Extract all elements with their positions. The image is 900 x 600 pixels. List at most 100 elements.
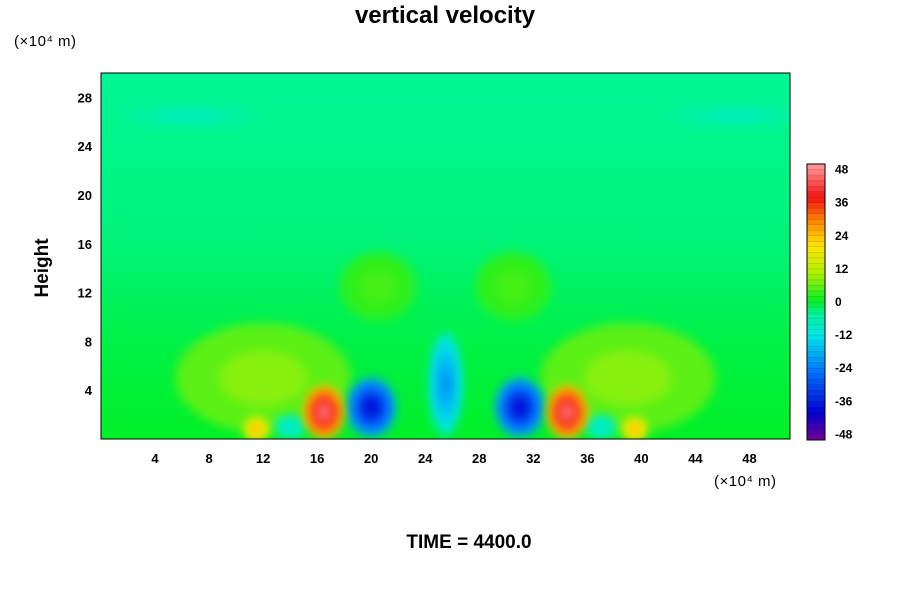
x-tick-label: 48 [742, 451, 756, 466]
colorbar-segment [806, 368, 826, 375]
colorbar-segment [806, 274, 826, 281]
colorbar-segment [806, 235, 826, 242]
colorbar-segment [806, 279, 826, 286]
colorbar-segment [806, 373, 826, 380]
colorbar-segment [806, 417, 826, 424]
velocity-cell [155, 110, 223, 121]
y-tick-label: 28 [78, 90, 92, 105]
y-tick-label: 8 [85, 334, 92, 349]
colorbar-tick-label: -12 [835, 328, 853, 342]
colorbar-segment [806, 351, 826, 358]
colorbar-segment [806, 401, 826, 408]
x-tick-label: 16 [310, 451, 324, 466]
x-tick-label: 24 [418, 451, 433, 466]
x-axis-unit: (×10⁴ m) [714, 473, 777, 490]
y-axis-unit: (×10⁴ m) [14, 33, 77, 50]
velocity-cell [631, 426, 638, 433]
velocity-cell [513, 399, 526, 415]
colorbar-segment [806, 312, 826, 320]
colorbar-segment [806, 218, 826, 226]
time-label: TIME = 4400.0 [406, 532, 532, 553]
colorbar-segment [806, 290, 826, 297]
colorbar-segment [806, 434, 826, 441]
y-tick-label: 16 [78, 237, 92, 252]
colorbar-segment [806, 180, 826, 187]
y-tick-label: 12 [78, 286, 92, 301]
colorbar-tick-label: 48 [835, 163, 849, 177]
colorbar-segment [806, 163, 826, 171]
velocity-field [101, 73, 790, 439]
colorbar-segment [806, 307, 826, 314]
colorbar-segment [806, 246, 826, 253]
colorbar-frame [806, 163, 826, 441]
colorbar-segment [806, 357, 826, 364]
y-tick-label: 24 [78, 139, 93, 154]
x-tick-label: 12 [256, 451, 270, 466]
colorbar-segment [806, 296, 826, 303]
velocity-cell [253, 426, 260, 433]
colorbar-segment [806, 412, 826, 419]
colorbar-tick-label: -36 [835, 394, 853, 408]
x-tick-label: 40 [634, 451, 648, 466]
colorbar-segment [806, 169, 826, 176]
plot-frame [100, 72, 791, 440]
velocity-cell [562, 405, 573, 419]
x-tick-label: 36 [580, 451, 594, 466]
colorbar-segment [806, 390, 826, 397]
colorbar-segment [806, 224, 826, 231]
velocity-cell [583, 350, 672, 406]
colorbar-segment [806, 406, 826, 413]
colorbar-segment [806, 323, 826, 331]
colorbar-segment [806, 318, 826, 325]
colorbar-segment [806, 334, 826, 342]
colorbar-segment [806, 257, 826, 264]
colorbar-segment [806, 379, 826, 386]
x-tick-label: 44 [688, 451, 703, 466]
colorbar-segment [806, 285, 826, 292]
colorbar-segment [806, 423, 826, 430]
y-tick-label: 4 [85, 383, 93, 398]
velocity-cell [282, 420, 299, 433]
colorbar-segment [806, 213, 826, 220]
colorbar-tick-label: 12 [835, 262, 849, 276]
velocity-cell [441, 371, 450, 397]
colorbar-segment [806, 174, 826, 182]
velocity-cell [592, 420, 609, 433]
velocity-cell [359, 269, 397, 304]
colorbar-segment [806, 340, 826, 347]
velocity-cell [219, 350, 308, 406]
colorbar-tick-label: -48 [835, 427, 853, 441]
colorbar-segment [806, 268, 826, 275]
colorbar-segment [806, 241, 826, 248]
x-axis-ticks: 4 8 12 16 20 24 28 32 36 40 44 48 [151, 451, 756, 466]
y-tick-label: 20 [78, 188, 92, 203]
colorbar-segment [806, 301, 826, 309]
colorbar-segment [806, 207, 826, 215]
colorbar-segment [806, 191, 826, 198]
colorbar-tick-label: 24 [835, 229, 849, 243]
chart-title: vertical velocity [354, 2, 536, 29]
colorbar-tick-label: 36 [835, 196, 849, 210]
colorbar-tick-label: 0 [835, 295, 842, 309]
colorbar-segment [806, 263, 826, 270]
velocity-cell [318, 405, 329, 419]
colorbar-segment [806, 202, 826, 209]
colorbar-segment [806, 362, 826, 369]
velocity-cell [365, 399, 378, 415]
x-tick-label: 8 [205, 451, 212, 466]
colorbar-segment [806, 345, 826, 353]
colorbar: 48 36 24 12 0 -12 -24 -36 -48 [806, 163, 853, 441]
colorbar-segment [806, 230, 826, 237]
colorbar-segment [806, 428, 826, 435]
x-tick-label: 32 [526, 451, 540, 466]
velocity-cell [494, 269, 532, 304]
velocity-cell [702, 110, 770, 121]
x-tick-label: 4 [151, 451, 159, 466]
y-axis-ticks: 4 8 12 16 20 24 28 [78, 90, 93, 398]
x-tick-label: 20 [364, 451, 378, 466]
colorbar-segment [806, 384, 826, 391]
colorbar-segment [806, 329, 826, 336]
colorbar-segment [806, 185, 826, 193]
colorbar-segment [806, 252, 826, 259]
